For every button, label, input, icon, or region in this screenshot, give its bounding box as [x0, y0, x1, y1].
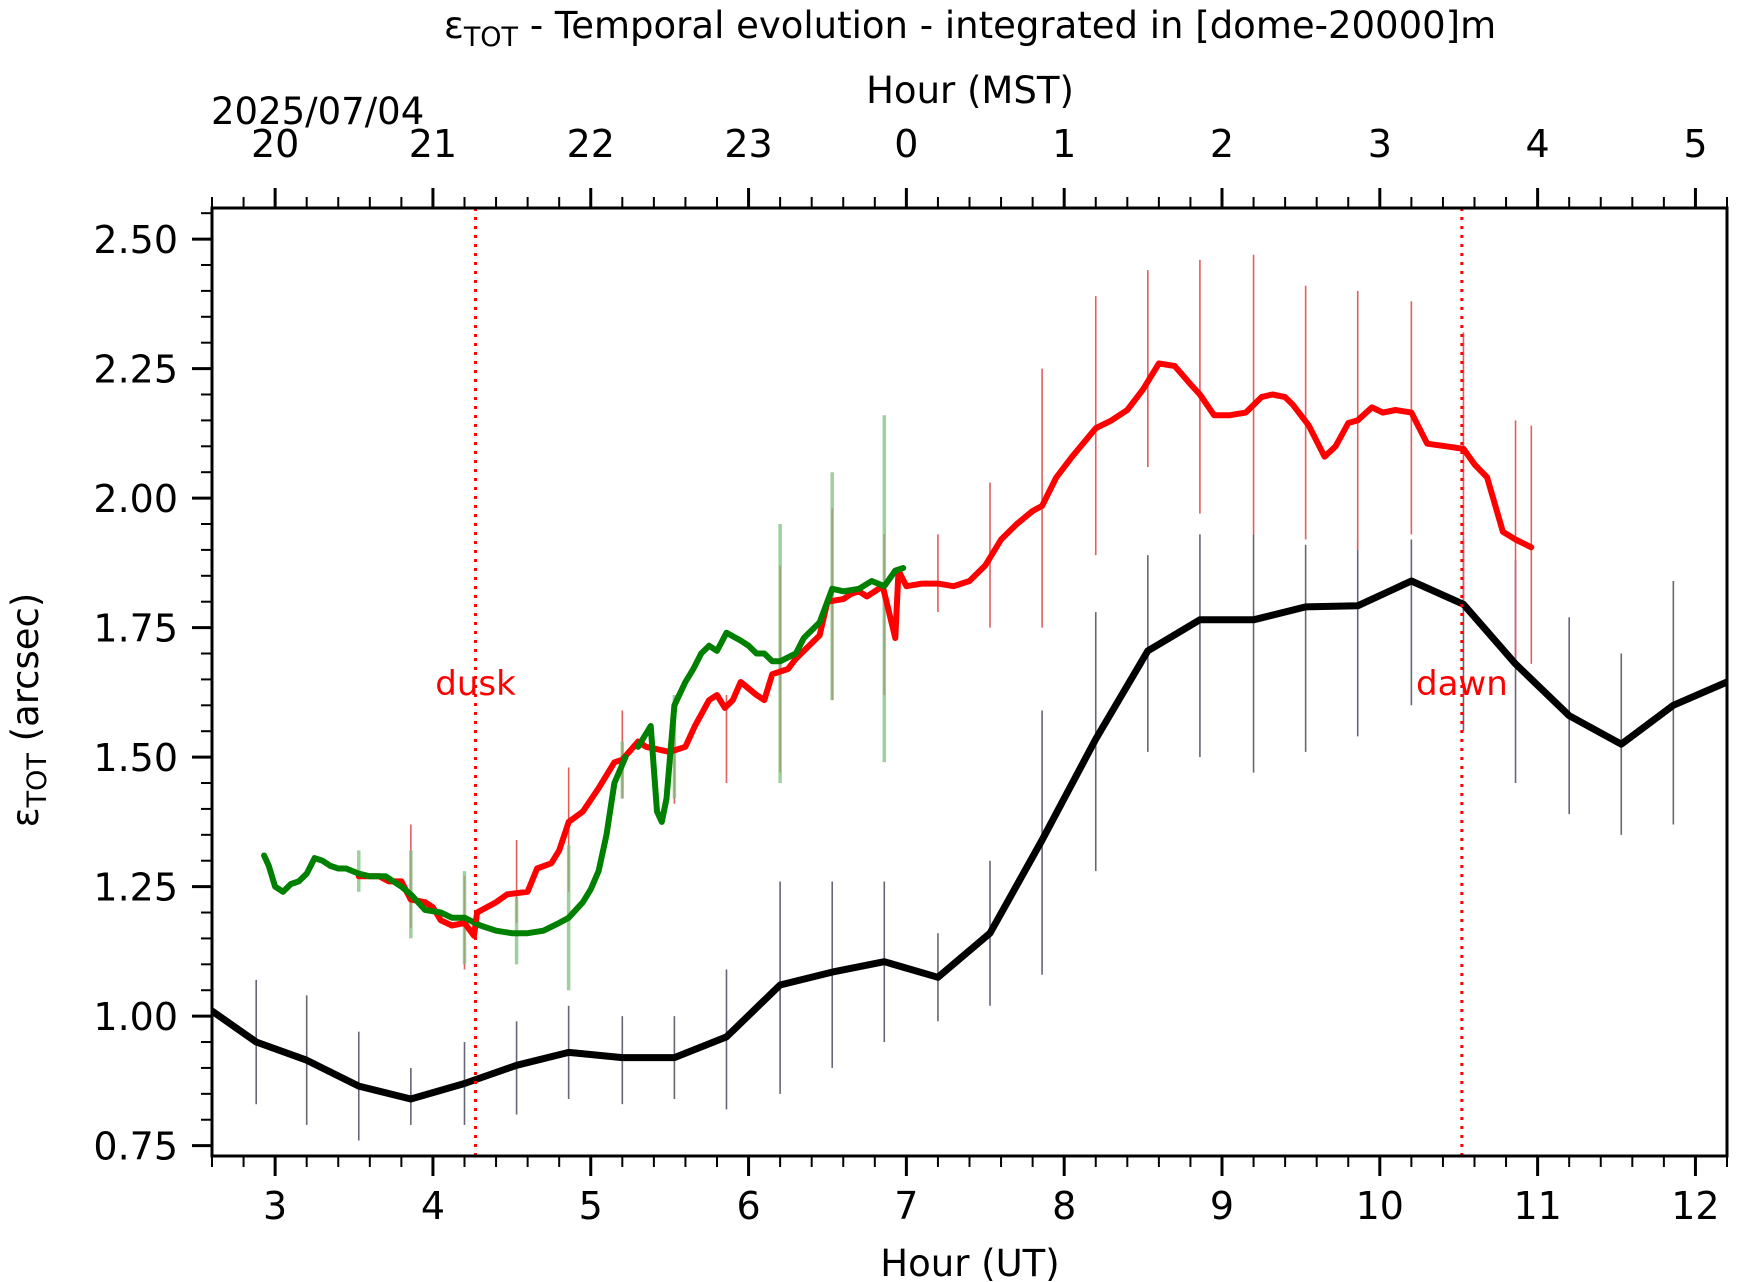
top-tick-label: 1 [1052, 122, 1076, 166]
bottom-axis-label: Hour (UT) [880, 1242, 1059, 1282]
top-tick-label: 5 [1683, 122, 1707, 166]
y-tick-label: 0.75 [93, 1125, 178, 1169]
annotation-label: dusk [435, 664, 516, 704]
ylabel-rest: (arcsec) [4, 593, 47, 753]
series-line [261, 754, 629, 937]
ylabel-subscript: TOT [22, 753, 53, 809]
x-tick-label: 3 [263, 1184, 287, 1228]
x-tick-label: 5 [579, 1184, 603, 1228]
x-tick-label: 6 [736, 1184, 760, 1228]
y-tick-label: 2.25 [93, 348, 178, 392]
x-tick-label: 10 [1356, 1184, 1404, 1228]
y-axis-label: εTOT (arcsec) [4, 593, 53, 828]
y-tick-label: 1.25 [93, 866, 178, 910]
y-tick-label: 1.50 [93, 736, 178, 780]
annotation-label: dawn [1416, 664, 1508, 704]
x-tick-label: 4 [421, 1184, 445, 1228]
x-tick-label: 7 [894, 1184, 918, 1228]
data-layer [212, 208, 1727, 1156]
series-line [212, 577, 1727, 1103]
x-tick-label: 12 [1671, 1184, 1719, 1228]
title-epsilon: ε [444, 4, 464, 47]
x-tick-label: 11 [1513, 1184, 1561, 1228]
top-tick-label: 3 [1368, 122, 1392, 166]
y-tick-label: 2.50 [93, 218, 178, 262]
series-line [635, 565, 907, 825]
top-tick-label: 22 [567, 122, 615, 166]
top-axis-label: Hour (MST) [866, 69, 1074, 112]
top-tick-label: 21 [409, 122, 457, 166]
top-tick-label: 4 [1526, 122, 1550, 166]
x-tick-label: 9 [1210, 1184, 1234, 1228]
title-rest: - Temporal evolution - integrated in [do… [518, 4, 1496, 47]
date-label: 2025/07/04 [211, 90, 424, 133]
top-tick-label: 23 [724, 122, 772, 166]
chart-title: εTOT - Temporal evolution - integrated i… [444, 4, 1496, 53]
y-tick-label: 2.00 [93, 477, 178, 521]
y-tick-label: 1.75 [93, 607, 178, 651]
title-subscript: TOT [463, 22, 519, 53]
top-tick-label: 0 [894, 122, 918, 166]
top-tick-label: 2 [1210, 122, 1234, 166]
top-tick-label: 20 [251, 122, 299, 166]
ylabel-epsilon: ε [4, 807, 47, 827]
y-tick-label: 1.00 [93, 995, 178, 1039]
series-line [355, 360, 1535, 939]
x-tick-label: 8 [1052, 1184, 1076, 1228]
